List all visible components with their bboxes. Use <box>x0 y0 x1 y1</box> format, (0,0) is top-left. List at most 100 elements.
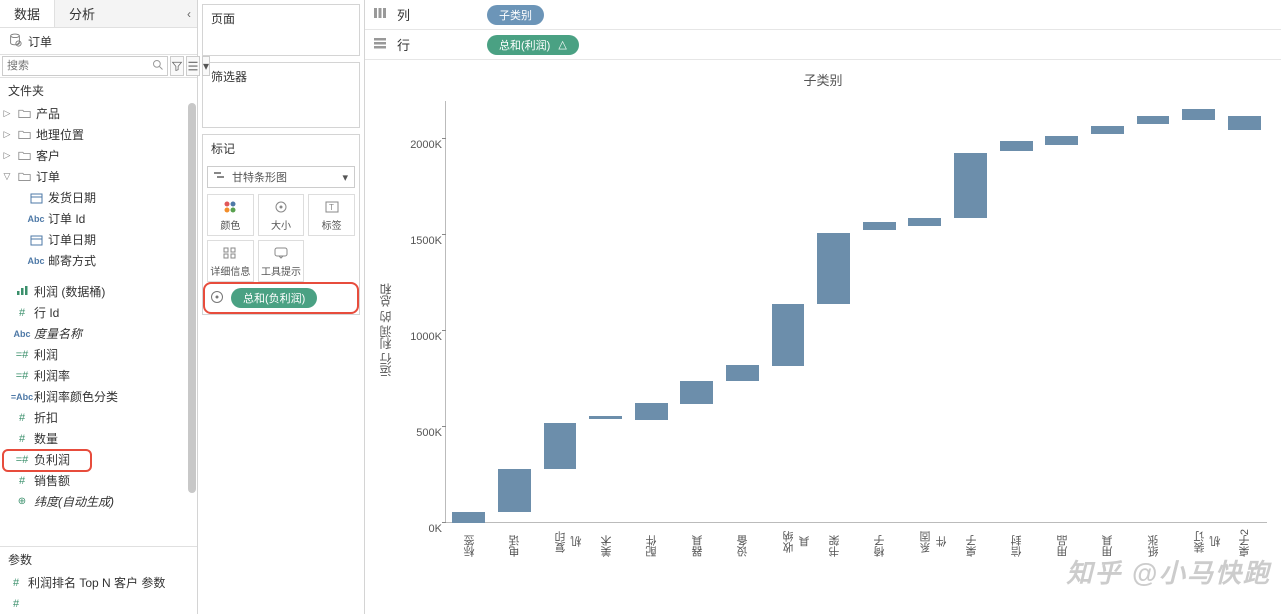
chart-bar[interactable] <box>954 153 987 218</box>
field-item[interactable]: # 数量 <box>0 428 197 449</box>
x-tick-label: 桌子 <box>964 535 980 557</box>
field-label: 销售额 <box>34 472 70 489</box>
field-item[interactable]: 利润 (数据桶) <box>0 281 197 302</box>
x-tick-label: 收纳具 <box>781 527 813 557</box>
field-label: 利润率 <box>34 367 70 384</box>
chart-bar[interactable] <box>1137 116 1170 124</box>
pages-card[interactable]: 页面 <box>202 4 360 56</box>
field-item[interactable]: Abc 订单 Id <box>0 208 197 229</box>
chart-bar[interactable] <box>1000 141 1033 151</box>
pages-card-title: 页面 <box>203 5 359 32</box>
rows-shelf-label: 行 <box>397 35 477 54</box>
mark-label-button[interactable]: T 标签 <box>308 194 355 236</box>
chart-bar[interactable] <box>908 218 941 226</box>
folder-item[interactable]: ▷ 产品 <box>0 103 197 124</box>
mark-color-button[interactable]: 颜色 <box>207 194 254 236</box>
folder-orders[interactable]: ▽ 订单 <box>0 166 197 187</box>
chart-bar[interactable] <box>452 512 485 524</box>
columns-shelf[interactable]: 列 子类别 <box>365 0 1281 30</box>
chart-bar[interactable] <box>1228 116 1261 129</box>
tab-data[interactable]: 数据 <box>0 0 54 27</box>
mark-detail-button[interactable]: 详细信息 <box>207 240 254 282</box>
field-item[interactable]: =# 负利润 <box>0 449 197 470</box>
field-item[interactable]: 订单日期 <box>0 229 197 250</box>
field-item[interactable]: =Abc 利润率颜色分类 <box>0 386 197 407</box>
scrollbar[interactable] <box>188 103 196 493</box>
view-list-icon[interactable] <box>186 56 200 76</box>
color-icon <box>223 199 237 215</box>
columns-pill[interactable]: 子类别 <box>487 5 544 25</box>
search-input[interactable] <box>2 56 168 76</box>
marks-size-pill[interactable]: 总和(负利润) <box>231 288 317 308</box>
field-item[interactable]: =# 利润率 <box>0 365 197 386</box>
y-axis-label: 运行 利润 的 总和 <box>377 283 394 377</box>
field-label: 数量 <box>34 430 58 447</box>
marks-card: 标记 甘特条形图 ▾ 颜色 大小 <box>202 134 360 315</box>
rows-pill[interactable]: 总和(利润) △ <box>487 35 579 55</box>
datasource-name: 订单 <box>28 33 52 50</box>
rows-icon <box>373 37 387 52</box>
chart-bar[interactable] <box>863 222 896 230</box>
chart-bar[interactable] <box>498 469 531 511</box>
y-tick-label: 1000K <box>396 331 442 343</box>
filters-card[interactable]: 筛选器 <box>202 62 360 128</box>
field-item[interactable]: # 销售额 <box>0 470 197 491</box>
chart-bar[interactable] <box>1091 126 1124 134</box>
field-label: 邮寄方式 <box>48 252 96 269</box>
caret-right-icon: ▷ <box>2 150 12 161</box>
chart-bar[interactable] <box>1045 136 1078 146</box>
field-label: 订单 Id <box>48 210 85 227</box>
x-tick-label: 复印机 <box>553 527 585 557</box>
field-label: 行 Id <box>34 304 59 321</box>
chart-bar[interactable] <box>1182 109 1215 121</box>
folder-label: 客户 <box>36 147 60 164</box>
mark-size-button[interactable]: 大小 <box>258 194 305 236</box>
y-tick-label: 0K <box>396 523 442 535</box>
size-icon <box>273 199 289 215</box>
filter-icon[interactable] <box>170 56 184 76</box>
field-item[interactable]: Abc 邮寄方式 <box>0 250 197 271</box>
params-header: 参数 <box>0 546 197 572</box>
rows-shelf[interactable]: 行 总和(利润) △ <box>365 30 1281 60</box>
plot-area: 0K 500K 1000K 1500K 2000K <box>445 101 1267 523</box>
chart-bar[interactable] <box>680 381 713 404</box>
parameter-item[interactable]: # 利润排名 Top N 客户 参数 <box>0 572 197 593</box>
mark-type-select[interactable]: 甘特条形图 ▾ <box>207 166 355 188</box>
chart-bar[interactable] <box>726 365 759 381</box>
folder-label: 产品 <box>36 105 60 122</box>
field-item[interactable]: =# 利润 <box>0 344 197 365</box>
y-tick-mark <box>442 426 446 427</box>
chart-bar[interactable] <box>772 304 805 365</box>
mark-buttons: 颜色 大小 T 标签 <box>203 194 359 236</box>
chart-bar[interactable] <box>589 416 622 419</box>
datasource-row[interactable]: 订单 <box>0 28 197 55</box>
search-icon[interactable] <box>152 59 164 74</box>
tab-analysis[interactable]: 分析 ‹ <box>54 0 197 27</box>
folder-item[interactable]: ▷ 地理位置 <box>0 124 197 145</box>
field-item[interactable]: ⊕ 纬度(自动生成) <box>0 491 197 512</box>
field-item[interactable]: Abc 度量名称 <box>0 323 197 344</box>
chart[interactable]: 运行 利润 的 总和 0K 500K 1000K 1500K 2000K 标签电… <box>375 95 1271 565</box>
field-item[interactable]: 发货日期 <box>0 187 197 208</box>
x-tick-label: 设备 <box>735 535 751 557</box>
field-type-icon: # <box>14 307 30 319</box>
field-type-icon: # <box>14 475 30 487</box>
view-menu-dropdown[interactable]: ▾ <box>202 56 210 76</box>
chart-bar[interactable] <box>635 403 668 420</box>
field-item[interactable]: # 折扣 <box>0 407 197 428</box>
x-tick-label: 椅子 <box>872 535 888 557</box>
field-type-icon: =# <box>14 370 30 382</box>
parameter-label: 利润排名 Top N 客户 参数 <box>28 574 165 591</box>
x-tick-label: 电话 <box>507 535 523 557</box>
parameter-item[interactable]: # <box>0 593 197 614</box>
collapse-caret-icon[interactable]: ‹ <box>187 7 191 21</box>
chart-bar[interactable] <box>817 233 850 304</box>
field-tree[interactable]: ▷ 产品 ▷ 地理位置 ▷ 客户 ▽ 订单 <box>0 103 197 546</box>
chart-bar[interactable] <box>544 423 577 469</box>
size-encode-icon <box>209 290 225 307</box>
folder-icon <box>16 150 32 161</box>
folder-orders-label: 订单 <box>36 168 60 185</box>
mark-tooltip-button[interactable]: 工具提示 <box>258 240 305 282</box>
field-item[interactable]: # 行 Id <box>0 302 197 323</box>
folder-item[interactable]: ▷ 客户 <box>0 145 197 166</box>
